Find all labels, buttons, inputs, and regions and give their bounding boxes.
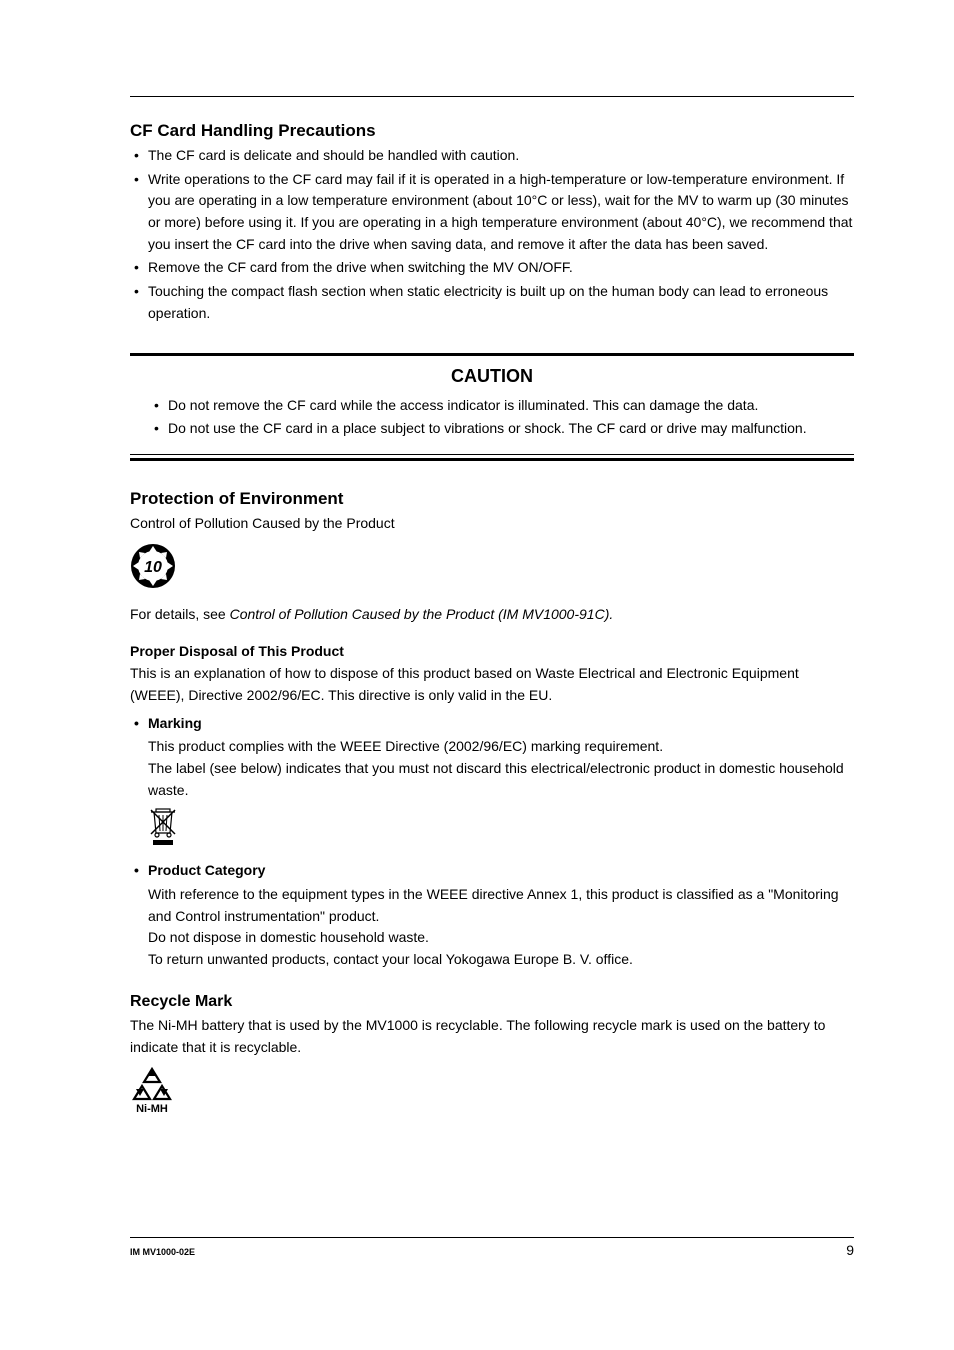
pollution-control-icon: 10 (130, 543, 854, 594)
cf-bullet-1: The CF card is delicate and should be ha… (130, 145, 854, 167)
proper-disposal-heading: Proper Disposal of This Product (130, 643, 854, 659)
cf-bullet-3: Remove the CF card from the drive when s… (130, 257, 854, 279)
marking-label: Marking (148, 715, 202, 731)
page-footer: 9 IM MV1000-02E (130, 1237, 854, 1260)
product-category-text-2: Do not dispose in domestic household was… (130, 927, 854, 949)
marking-text-2: The label (see below) indicates that you… (130, 758, 854, 801)
product-category-bullet-list: Product Category (130, 860, 854, 882)
protection-heading: Protection of Environment (130, 489, 854, 509)
caution-bullet-1: Do not remove the CF card while the acce… (146, 395, 838, 417)
product-category-text-3: To return unwanted products, contact you… (130, 949, 854, 971)
weee-icon (148, 807, 854, 850)
cf-card-heading: CF Card Handling Precautions (130, 121, 854, 141)
product-category-bullet: Product Category (130, 860, 854, 882)
nimh-recycle-icon: Ni-MH (130, 1066, 854, 1119)
product-category-label: Product Category (148, 862, 265, 878)
doc-id: IM MV1000-02E (130, 1247, 195, 1257)
caution-title: CAUTION (130, 366, 854, 387)
marking-text-1: This product complies with the WEEE Dire… (130, 736, 854, 758)
recycle-heading: Recycle Mark (130, 993, 854, 1011)
page-number: 9 (846, 1242, 854, 1258)
protection-details: For details, see Control of Pollution Ca… (130, 604, 854, 626)
cf-bullet-2: Write operations to the CF card may fail… (130, 169, 854, 256)
details-prefix: For details, see (130, 606, 230, 622)
product-category-text-1: With reference to the equipment types in… (130, 884, 854, 927)
protection-subtitle: Control of Pollution Caused by the Produ… (130, 513, 854, 535)
caution-content: Do not remove the CF card while the acce… (130, 395, 854, 454)
caution-bullets: Do not remove the CF card while the acce… (146, 395, 838, 440)
caution-bullet-2: Do not use the CF card in a place subjec… (146, 418, 838, 440)
recycle-text: The Ni-MH battery that is used by the MV… (130, 1015, 854, 1058)
caution-bottom-rule (130, 458, 854, 461)
nimh-label: Ni-MH (136, 1103, 168, 1114)
top-rule (130, 96, 854, 97)
caution-top-rule (130, 353, 854, 356)
pollution-icon-number: 10 (144, 559, 162, 576)
caution-block: CAUTION Do not remove the CF card while … (130, 353, 854, 461)
proper-disposal-text: This is an explanation of how to dispose… (130, 663, 854, 706)
caution-mid-rule (130, 454, 854, 455)
cf-bullet-4: Touching the compact flash section when … (130, 281, 854, 324)
details-italic: Control of Pollution Caused by the Produ… (230, 606, 614, 622)
cf-card-bullets: The CF card is delicate and should be ha… (130, 145, 854, 325)
marking-bullet: Marking (130, 713, 854, 735)
marking-bullet-list: Marking (130, 713, 854, 735)
